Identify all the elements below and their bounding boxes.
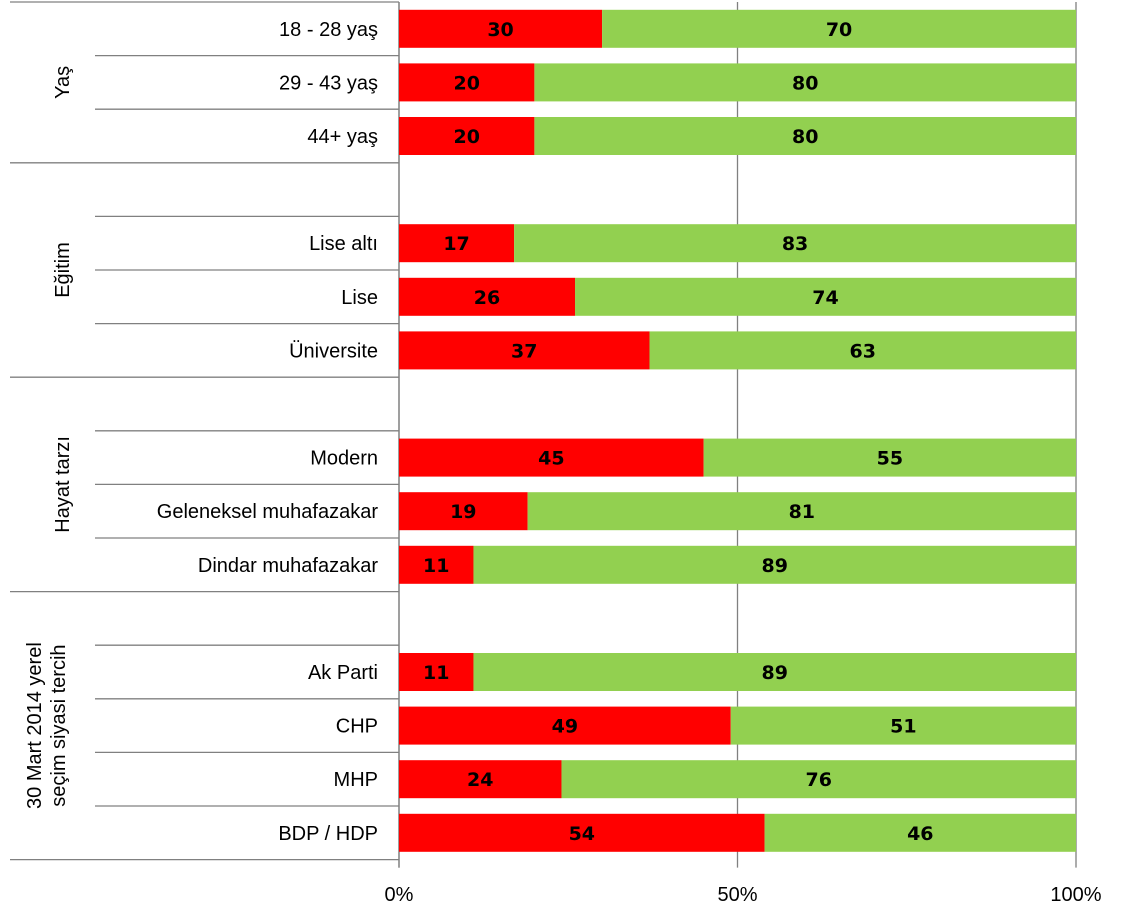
bar-segment-1 [399, 224, 515, 263]
bar-segment-1 [399, 117, 535, 155]
bar-segment-2 [473, 653, 1077, 691]
category-label: 44+ yaş [307, 126, 378, 148]
data-label: 76 [806, 769, 832, 791]
category-label: Lise altı [309, 233, 378, 255]
category-label: Üniversite [289, 340, 378, 362]
bar-segment-2 [575, 277, 1076, 316]
data-label: 45 [538, 448, 564, 470]
bar-segment-2 [602, 9, 1076, 48]
bars: 30 70 20 80 20 80 17 83 26 74 37 63 45 55 19 81 11 89 11 89… [399, 9, 1077, 852]
bar-segment-2 [534, 117, 1076, 155]
data-label: 17 [443, 233, 469, 255]
data-label: 19 [450, 501, 476, 523]
x-tick-label: 100% [1050, 884, 1101, 906]
data-label: 49 [552, 716, 578, 738]
bar-segment-1 [399, 63, 535, 102]
data-label: 89 [762, 555, 788, 577]
data-label: 46 [907, 823, 933, 845]
group-label: Eğitim [52, 242, 74, 298]
data-label: 24 [467, 769, 493, 791]
bar-segment-1 [399, 760, 562, 799]
category-label: Geleneksel muhafazakar [157, 501, 379, 523]
data-label: 51 [890, 716, 916, 738]
data-label: 74 [812, 287, 838, 309]
data-label: 81 [789, 501, 815, 523]
group-label-line: 30 Mart 2014 yerel [24, 642, 46, 809]
bar-segment-1 [399, 813, 765, 852]
data-label: 83 [782, 233, 808, 255]
bar-segment-1 [399, 331, 650, 370]
bar-segment-2 [534, 63, 1076, 102]
group-label: 30 Mart 2014 yerel seçim siyasi tercih [24, 642, 70, 809]
group-label-line: seçim siyasi tercih [48, 644, 70, 806]
bar-segment-2 [561, 760, 1076, 799]
group-label: Yaş [52, 66, 74, 99]
data-label: 11 [423, 555, 449, 577]
bar-segment-2 [649, 331, 1076, 370]
data-label: 37 [511, 340, 537, 362]
category-label: Dindar muhafazakar [198, 555, 378, 577]
category-label: Ak Parti [308, 662, 378, 684]
bar-segment-1 [399, 438, 704, 477]
bar-segment-2 [764, 813, 1076, 852]
category-label: BDP / HDP [278, 823, 378, 845]
data-label: 70 [826, 19, 852, 41]
bar-segment-1 [399, 653, 474, 691]
data-label: 89 [762, 662, 788, 684]
bar-segment-2 [730, 706, 1076, 745]
category-label: 29 - 43 yaş [279, 72, 378, 94]
data-label: 11 [423, 662, 449, 684]
data-label: 55 [877, 448, 903, 470]
x-tick-label: 0% [385, 884, 414, 906]
category-label: Modern [310, 448, 378, 470]
data-label: 54 [569, 823, 595, 845]
data-label: 20 [453, 72, 479, 94]
data-label: 30 [487, 19, 513, 41]
bar-segment-1 [399, 277, 576, 316]
data-label: 63 [850, 340, 876, 362]
data-label: 20 [453, 126, 479, 148]
x-tick-label: 50% [717, 884, 757, 906]
data-label: 26 [474, 287, 500, 309]
bar-segment-1 [399, 545, 474, 584]
category-label: Lise [341, 287, 378, 309]
bar-segment-1 [399, 9, 603, 48]
bar-segment-2 [527, 492, 1076, 531]
bar-segment-1 [399, 706, 731, 745]
category-label: MHP [334, 769, 378, 791]
data-label: 80 [792, 72, 818, 94]
bar-segment-2 [703, 438, 1076, 477]
group-label: Hayat tarzı [52, 436, 74, 533]
bar-segment-2 [473, 545, 1077, 584]
bar-segment-1 [399, 492, 528, 531]
category-label: CHP [336, 716, 378, 738]
category-label: 18 - 28 yaş [279, 19, 378, 41]
bar-segment-2 [514, 224, 1076, 263]
data-label: 80 [792, 126, 818, 148]
